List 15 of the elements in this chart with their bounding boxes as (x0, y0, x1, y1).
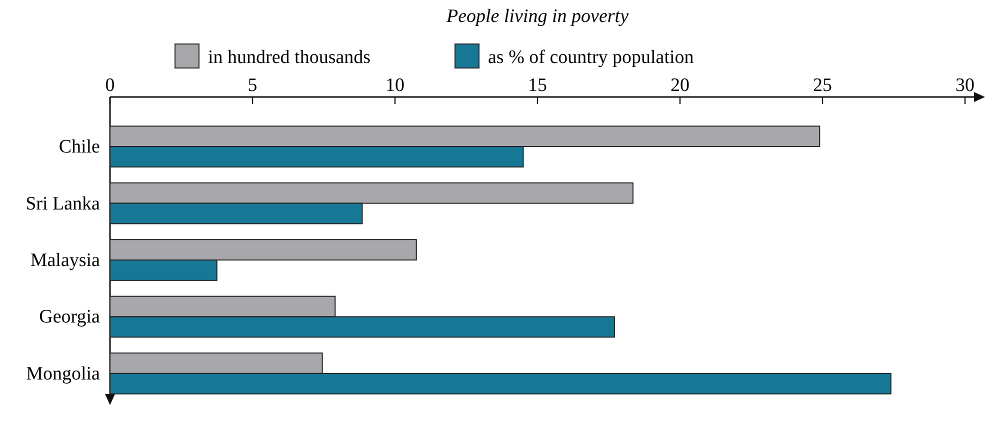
legend-label: as % of country population (488, 47, 694, 68)
x-tick-label: 15 (528, 75, 547, 96)
legend-label: in hundred thousands (208, 47, 371, 68)
y-tick-label: Chile (58, 136, 100, 158)
x-tick-label: 10 (386, 75, 404, 96)
y-tick-label: Georgia (39, 306, 101, 328)
x-tick-label: 20 (670, 75, 690, 96)
y-tick-label: Mongolia (26, 363, 101, 384)
chart-title: People living in poverty (445, 6, 630, 27)
x-tick-label: 25 (813, 75, 832, 96)
x-tick-label: 30 (956, 75, 974, 96)
y-tick-label: Sri Lanka (26, 193, 101, 214)
x-tick-label: 0 (105, 75, 115, 96)
y-tick-label: Malaysia (30, 250, 101, 271)
x-tick-label: 5 (248, 75, 258, 96)
